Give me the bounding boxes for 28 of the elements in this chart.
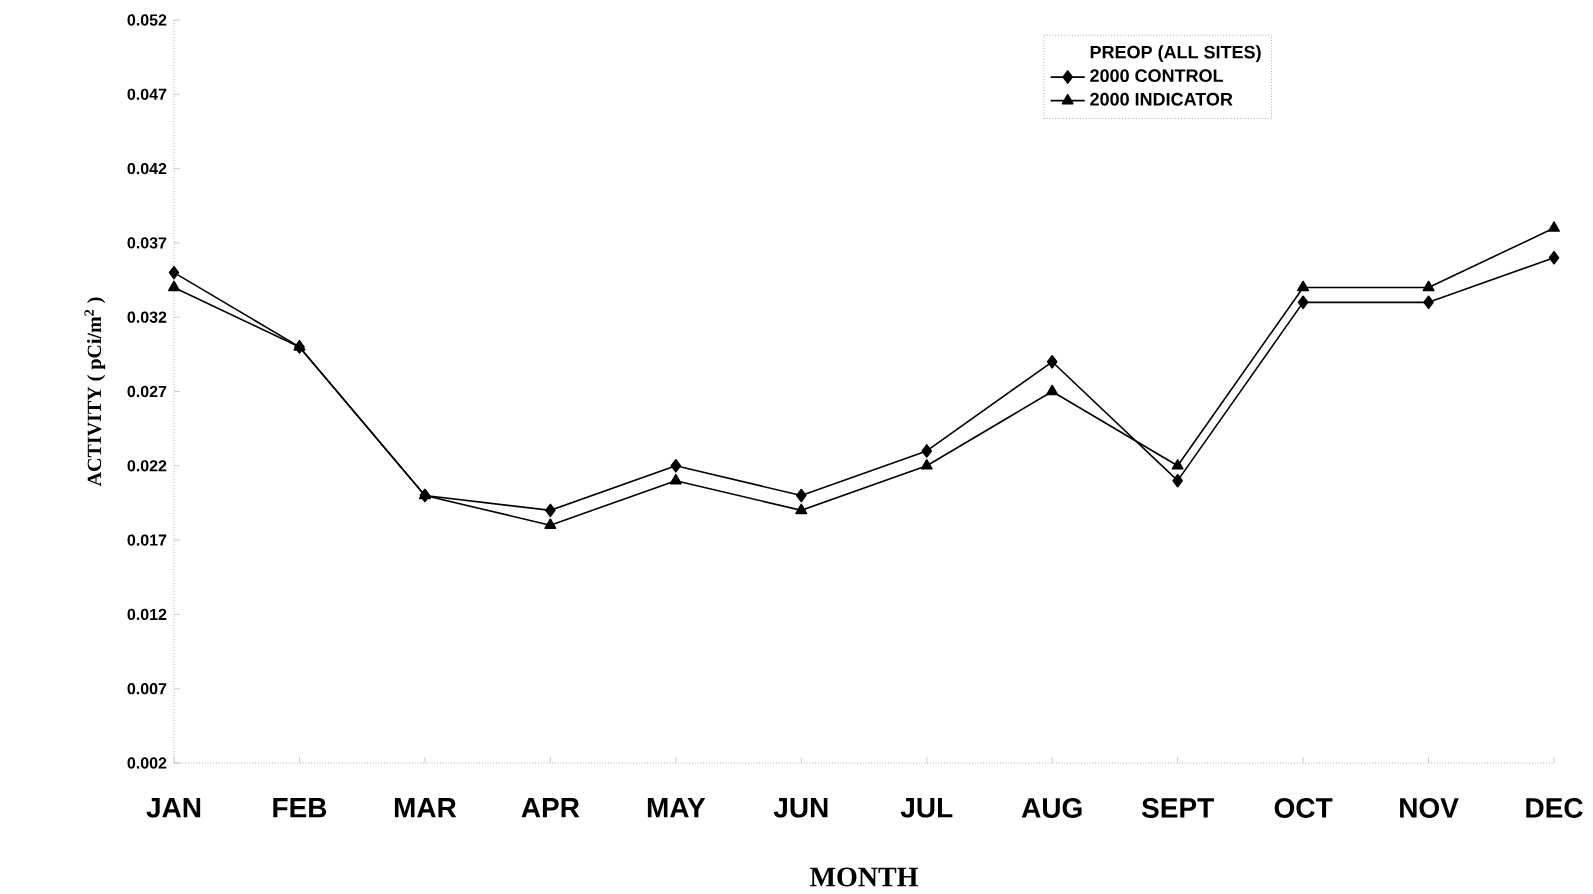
y-tick-label: 0.047 bbox=[127, 88, 167, 100]
x-tick-label: NOV bbox=[1400, 798, 1459, 818]
x-tick-label: MAY bbox=[647, 798, 706, 818]
y-tick-label: 0.002 bbox=[127, 757, 167, 769]
x-tick-label: JUL bbox=[900, 798, 953, 818]
legend-label: 2000 CONTROL bbox=[1090, 69, 1224, 83]
x-tick-label: JAN bbox=[146, 798, 201, 818]
x-tick-label: FEB bbox=[273, 798, 327, 818]
y-tick-label: 0.022 bbox=[127, 460, 167, 472]
x-tick-label: MAR bbox=[394, 798, 457, 818]
y-tick-label: 0.027 bbox=[127, 385, 167, 398]
y-tick-label: 0.007 bbox=[127, 683, 167, 695]
x-tick-label: SEPT bbox=[1141, 798, 1214, 818]
y-tick-label: 0.017 bbox=[127, 534, 167, 546]
legend-title: PREOP (ALL SITES) bbox=[1090, 45, 1261, 63]
y-tick-label: 0.032 bbox=[127, 311, 167, 323]
x-tick-label: DEC bbox=[1526, 798, 1583, 818]
x-tick-label: AUG bbox=[1021, 798, 1082, 818]
y-tick-label: 0.037 bbox=[127, 237, 167, 249]
y-tick-label: 0.012 bbox=[127, 608, 167, 621]
y-axis-title: ACTIVITY ( pCi/m$^{2}$ ) bbox=[84, 297, 106, 487]
legend-label: 2000 INDICATOR bbox=[1090, 92, 1233, 106]
x-axis-title: MONTH bbox=[810, 867, 919, 887]
x-tick-label: APR bbox=[521, 798, 580, 818]
y-tick-label: 0.052 bbox=[127, 14, 167, 26]
x-tick-label: JUN bbox=[773, 798, 828, 818]
x-tick-label: OCT bbox=[1274, 798, 1333, 818]
y-tick-label: 0.042 bbox=[127, 162, 167, 175]
